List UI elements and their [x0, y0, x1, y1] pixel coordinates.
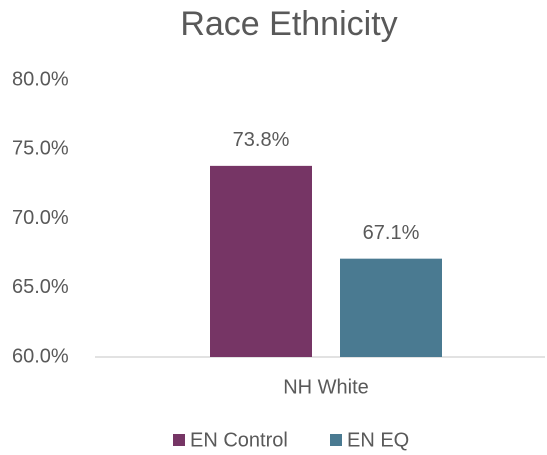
y-tick-label: 70.0% [12, 207, 69, 229]
x-tick-label: NH White [283, 376, 369, 398]
data-label: 67.1% [363, 222, 420, 244]
bar [340, 258, 442, 357]
y-tick-label: 60.0% [12, 345, 69, 367]
data-label: 73.8% [233, 129, 290, 151]
legend-swatch [330, 434, 342, 446]
y-tick-label: 80.0% [12, 68, 69, 90]
legend-label: EN EQ [347, 429, 409, 451]
chart-title: Race Ethnicity [180, 5, 397, 43]
legend-swatch [173, 434, 185, 446]
bar [210, 165, 312, 357]
y-tick-label: 65.0% [12, 276, 69, 298]
legend-label: EN Control [190, 429, 288, 451]
y-tick-label: 75.0% [12, 138, 69, 160]
